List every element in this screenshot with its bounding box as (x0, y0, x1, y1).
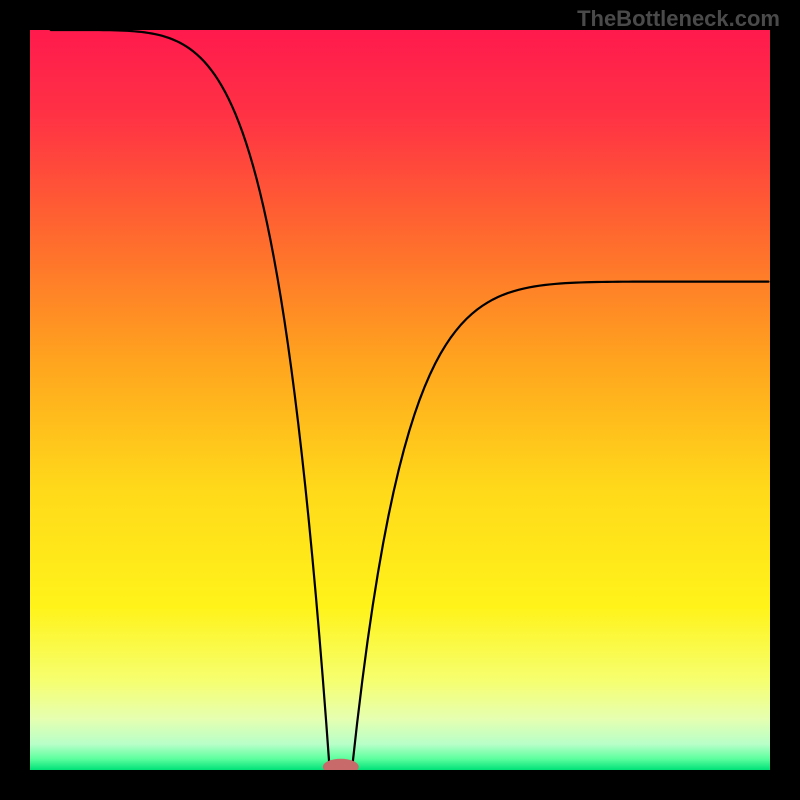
gradient-background (30, 30, 770, 770)
bottleneck-chart (30, 30, 770, 770)
watermark-text: TheBottleneck.com (577, 6, 780, 32)
chart-container (30, 30, 770, 770)
